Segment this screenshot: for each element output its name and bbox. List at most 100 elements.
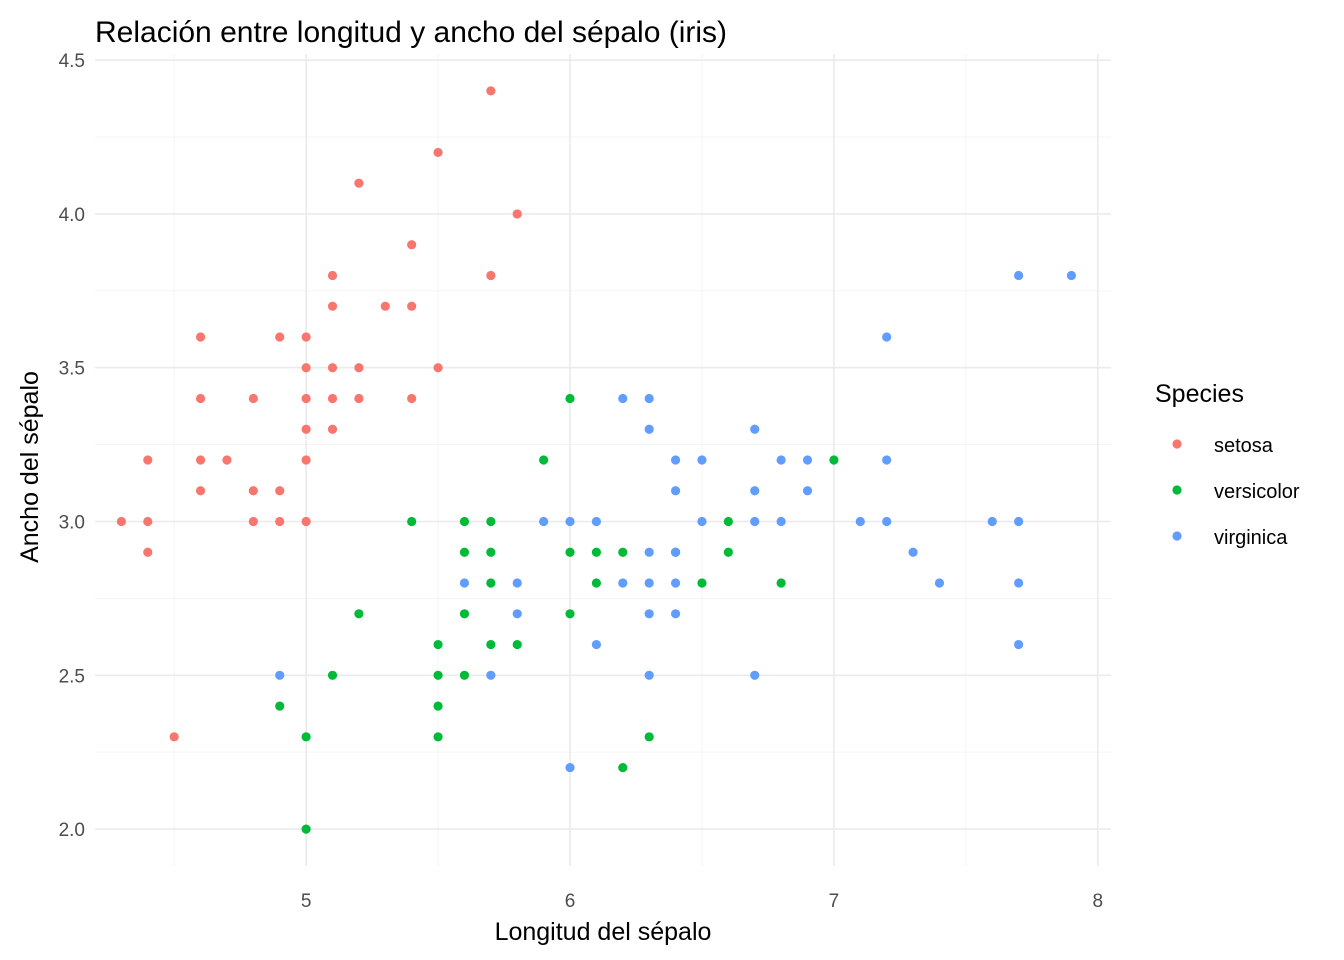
- point-versicolor: [618, 762, 628, 773]
- point-versicolor: [354, 609, 364, 619]
- point-setosa: [275, 486, 285, 496]
- point-virginica: [644, 609, 654, 619]
- point-versicolor: [486, 578, 496, 588]
- point-setosa: [354, 393, 364, 404]
- point-setosa: [407, 240, 417, 250]
- point-virginica: [670, 547, 681, 557]
- point-setosa: [407, 393, 417, 404]
- point-virginica: [618, 393, 628, 404]
- point-versicolor: [433, 670, 443, 680]
- point-versicolor: [433, 701, 443, 711]
- point-setosa: [222, 455, 232, 465]
- point-virginica: [565, 762, 575, 773]
- point-virginica: [644, 547, 654, 557]
- point-setosa: [195, 332, 206, 342]
- legend-title: Species: [1155, 380, 1244, 408]
- point-virginica: [644, 424, 654, 434]
- y-tick-label: 3.0: [59, 513, 85, 534]
- x-tick-labels: 5 6 7 8: [301, 891, 1103, 912]
- point-versicolor: [591, 578, 602, 588]
- point-setosa: [116, 516, 126, 527]
- point-setosa: [327, 301, 338, 311]
- point-versicolor: [723, 516, 733, 527]
- y-tick-labels: 2.0 2.5 3.0 3.5 4.0 4.5: [59, 51, 85, 841]
- point-virginica: [539, 516, 549, 527]
- point-virginica: [1014, 516, 1024, 527]
- legend-item-setosa: setosa: [1172, 435, 1274, 457]
- point-setosa: [301, 393, 311, 404]
- legend-items: setosa versicolor virginica: [1172, 435, 1300, 549]
- point-virginica: [591, 516, 602, 527]
- grid: [95, 54, 1111, 866]
- legend-key-setosa: [1172, 439, 1182, 449]
- point-setosa: [275, 332, 285, 342]
- point-setosa: [143, 455, 153, 465]
- point-setosa: [248, 486, 258, 496]
- point-virginica: [565, 516, 575, 527]
- point-versicolor: [618, 547, 628, 557]
- point-virginica: [750, 424, 760, 434]
- legend: Species setosa versicolor virginica: [1155, 380, 1300, 549]
- legend-key-versicolor: [1172, 485, 1182, 495]
- point-versicolor: [486, 547, 496, 557]
- point-virginica: [670, 578, 681, 588]
- point-virginica: [908, 547, 918, 557]
- point-setosa: [195, 486, 206, 496]
- point-setosa: [143, 547, 153, 557]
- point-setosa: [301, 363, 311, 373]
- point-versicolor: [591, 547, 602, 557]
- point-virginica: [1014, 270, 1024, 281]
- series-versicolor: [275, 393, 839, 834]
- point-versicolor: [539, 455, 549, 465]
- point-setosa: [486, 86, 496, 96]
- point-virginica: [591, 639, 602, 650]
- legend-label-setosa: setosa: [1214, 435, 1274, 457]
- point-setosa: [301, 332, 311, 342]
- point-versicolor: [723, 547, 733, 557]
- point-versicolor: [644, 732, 654, 742]
- point-setosa: [327, 363, 338, 373]
- point-setosa: [195, 393, 206, 404]
- point-versicolor: [565, 393, 575, 404]
- point-virginica: [750, 670, 760, 680]
- y-tick-label: 4.0: [59, 205, 85, 226]
- y-tick-label: 2.5: [59, 666, 85, 687]
- point-versicolor: [301, 732, 311, 742]
- point-virginica: [512, 609, 522, 619]
- point-virginica: [459, 578, 470, 588]
- legend-item-versicolor: versicolor: [1172, 481, 1300, 503]
- point-virginica: [882, 455, 892, 465]
- point-virginica: [670, 609, 681, 619]
- point-setosa: [301, 516, 311, 527]
- point-virginica: [644, 393, 654, 404]
- point-versicolor: [829, 455, 839, 465]
- point-versicolor: [433, 732, 443, 742]
- point-versicolor: [486, 516, 496, 527]
- chart-title: Relación entre longitud y ancho del sépa…: [95, 16, 727, 49]
- legend-label-virginica: virginica: [1214, 527, 1288, 549]
- point-versicolor: [697, 578, 707, 588]
- point-setosa: [354, 178, 364, 188]
- point-virginica: [697, 516, 707, 527]
- x-tick-label: 7: [829, 891, 840, 912]
- series-virginica: [275, 270, 1077, 773]
- point-setosa: [275, 516, 285, 527]
- point-virginica: [644, 578, 654, 588]
- point-setosa: [195, 455, 206, 465]
- legend-key-virginica: [1172, 531, 1182, 541]
- y-tick-label: 3.5: [59, 359, 85, 380]
- point-setosa: [433, 363, 443, 373]
- y-tick-label: 2.0: [59, 820, 85, 841]
- point-virginica: [1014, 578, 1024, 588]
- point-versicolor: [433, 639, 443, 650]
- point-virginica: [1066, 270, 1077, 281]
- point-setosa: [301, 455, 311, 465]
- point-versicolor: [459, 609, 470, 619]
- y-tick-label: 4.5: [59, 51, 85, 72]
- point-setosa: [512, 209, 522, 219]
- x-tick-label: 5: [301, 891, 312, 912]
- point-virginica: [882, 332, 892, 342]
- point-virginica: [776, 516, 786, 527]
- point-virginica: [882, 516, 892, 527]
